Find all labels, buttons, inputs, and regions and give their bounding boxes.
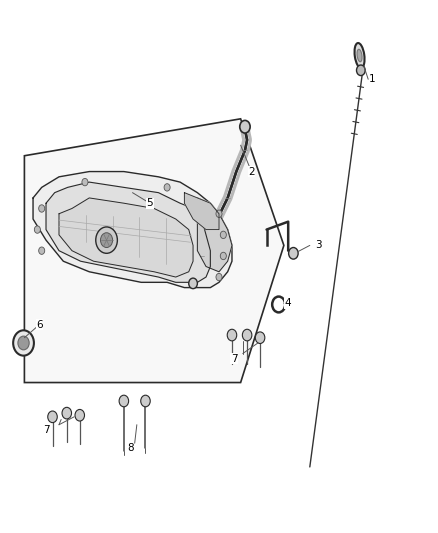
Polygon shape [59, 198, 193, 277]
Text: 3: 3 [315, 240, 322, 251]
Circle shape [272, 296, 285, 312]
Circle shape [39, 205, 45, 212]
Circle shape [216, 210, 222, 217]
Text: 1: 1 [369, 74, 376, 84]
Circle shape [119, 395, 129, 407]
Text: 7: 7 [43, 425, 49, 435]
Text: 2: 2 [248, 166, 255, 176]
Circle shape [242, 329, 252, 341]
Circle shape [289, 247, 298, 259]
Ellipse shape [354, 43, 364, 68]
Text: 6: 6 [36, 319, 43, 329]
Circle shape [240, 120, 250, 133]
Circle shape [96, 227, 117, 253]
Circle shape [255, 332, 265, 343]
Circle shape [82, 179, 88, 186]
Text: 4: 4 [285, 298, 292, 309]
Polygon shape [198, 198, 232, 272]
Circle shape [189, 278, 198, 289]
Circle shape [18, 336, 29, 350]
Circle shape [220, 231, 226, 239]
Text: 7: 7 [231, 354, 237, 364]
Circle shape [216, 273, 222, 281]
Polygon shape [25, 119, 284, 383]
Circle shape [164, 184, 170, 191]
Text: 8: 8 [127, 443, 134, 454]
Circle shape [357, 65, 365, 76]
Text: 5: 5 [146, 198, 153, 208]
Circle shape [75, 409, 85, 421]
Circle shape [141, 395, 150, 407]
Circle shape [227, 329, 237, 341]
Ellipse shape [357, 49, 362, 62]
Circle shape [34, 226, 40, 233]
Polygon shape [46, 182, 210, 282]
Circle shape [13, 330, 34, 356]
Polygon shape [184, 192, 219, 230]
Circle shape [39, 247, 45, 254]
Circle shape [220, 252, 226, 260]
Polygon shape [33, 172, 232, 288]
Circle shape [100, 233, 113, 247]
Circle shape [62, 407, 71, 419]
Circle shape [48, 411, 57, 423]
